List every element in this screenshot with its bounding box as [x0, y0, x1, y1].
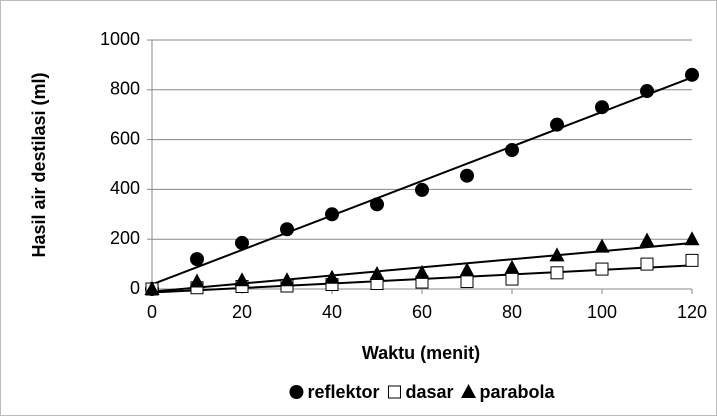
marker — [595, 262, 609, 276]
marker — [550, 117, 564, 132]
marker — [234, 272, 250, 287]
x-axis-label: Waktu (menit) — [362, 343, 480, 363]
marker — [190, 252, 204, 267]
legend-label: dasar — [405, 382, 453, 402]
x-tick-label: 100 — [587, 302, 617, 322]
y-axis-label: Hasil air destilasi (ml) — [29, 72, 49, 257]
marker — [685, 253, 699, 267]
y-tick-label: 1000 — [100, 29, 140, 49]
marker — [549, 247, 565, 262]
marker — [504, 259, 520, 274]
marker — [550, 266, 564, 280]
y-tick-label: 200 — [110, 228, 140, 248]
marker — [505, 143, 519, 158]
marker — [459, 262, 475, 277]
marker — [144, 281, 160, 295]
marker — [460, 168, 474, 183]
marker — [684, 231, 700, 246]
x-tick-label: 0 — [147, 302, 157, 322]
marker — [235, 235, 249, 250]
marker — [595, 100, 609, 115]
marker — [594, 238, 610, 253]
legend-marker — [387, 385, 401, 399]
marker — [324, 269, 340, 284]
marker — [460, 275, 474, 289]
marker — [414, 264, 430, 279]
y-tick-label: 800 — [110, 79, 140, 99]
marker — [370, 197, 384, 212]
legend-marker — [289, 385, 304, 399]
marker — [685, 67, 699, 82]
marker — [640, 84, 654, 99]
x-tick-label: 20 — [232, 302, 252, 322]
marker — [640, 257, 654, 271]
y-tick-label: 400 — [110, 178, 140, 198]
x-tick-label: 80 — [502, 302, 522, 322]
legend-marker — [461, 384, 477, 398]
x-tick-label: 40 — [322, 302, 342, 322]
x-tick-label: 120 — [677, 302, 707, 322]
y-tick-label: 600 — [110, 128, 140, 148]
marker — [369, 266, 385, 281]
legend: reflektor dasar parabola — [289, 382, 556, 402]
marker — [639, 232, 655, 247]
legend-label: reflektor — [307, 382, 379, 402]
marker — [189, 273, 205, 288]
legend-label: parabola — [480, 382, 556, 402]
x-tick-label: 60 — [412, 302, 432, 322]
marker — [505, 272, 519, 286]
marker — [279, 272, 295, 287]
marker — [280, 222, 294, 237]
marker — [325, 207, 339, 222]
marker — [415, 182, 429, 197]
y-tick-label: 0 — [130, 278, 140, 298]
